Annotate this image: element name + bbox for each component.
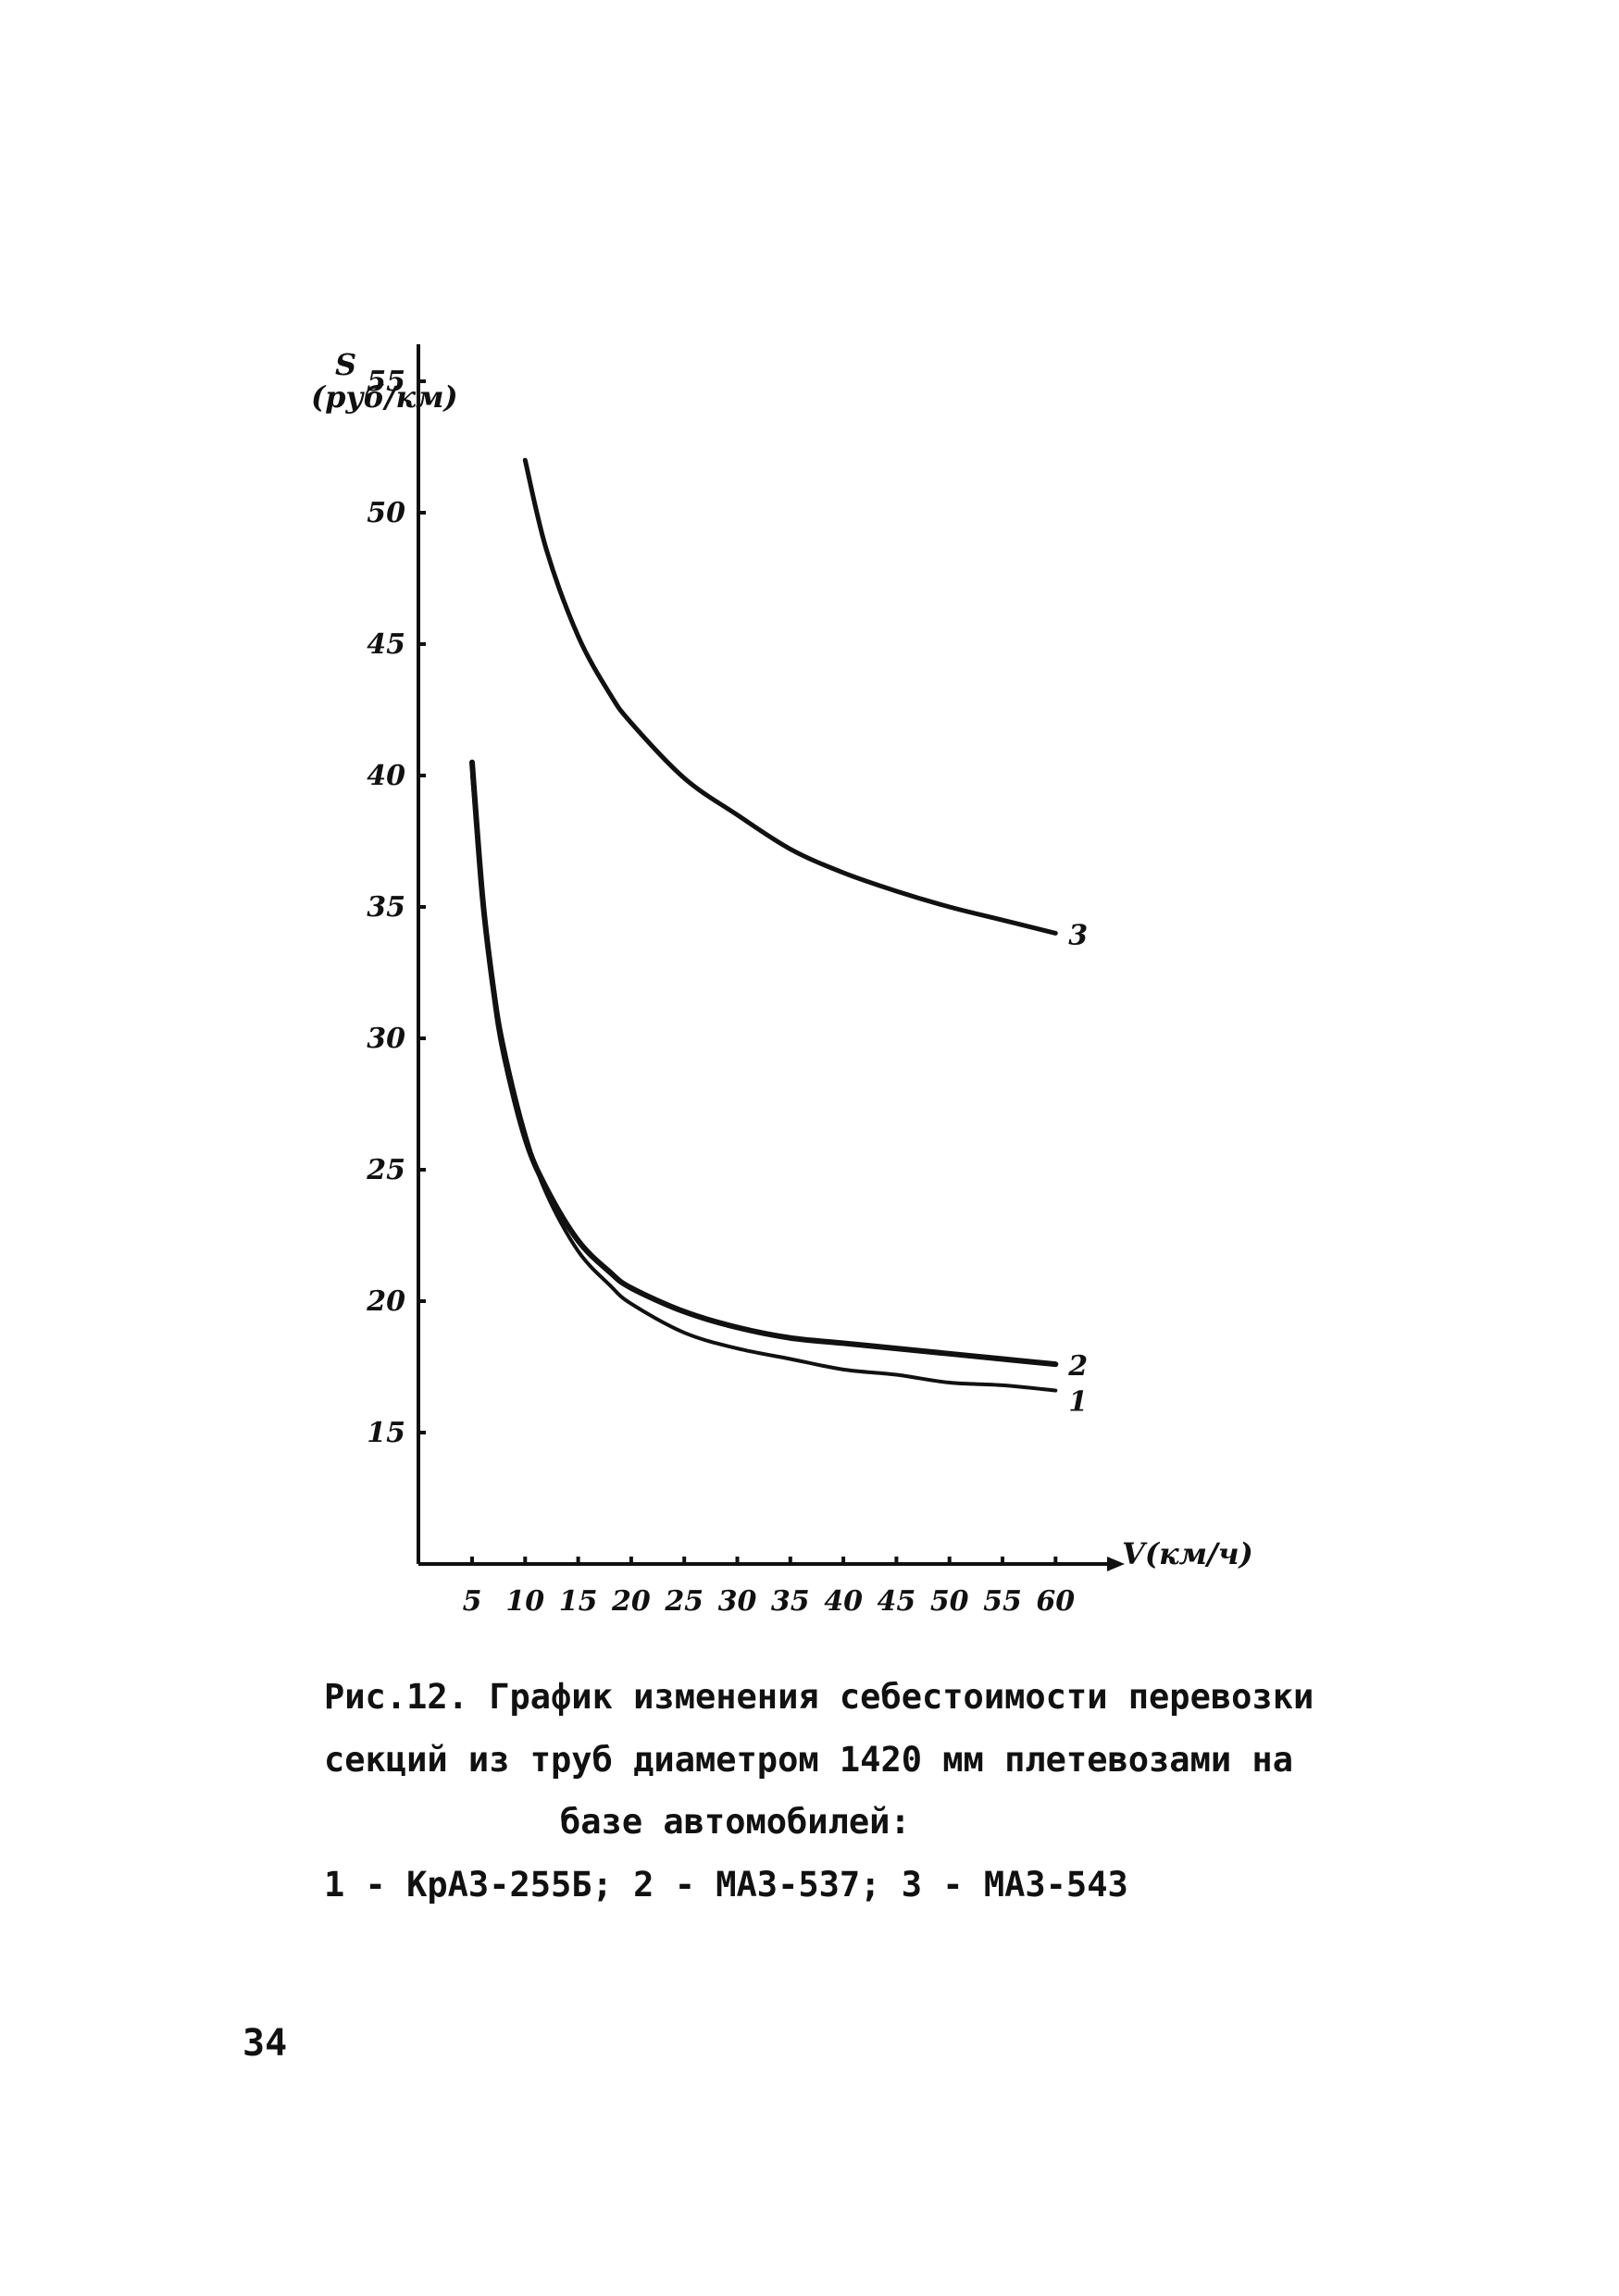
x-tick-label: 60 (1036, 1585, 1075, 1618)
series-group: 12 3 (469, 457, 1088, 1419)
y-tick-label: 30 (367, 1023, 405, 1055)
series-line-3 (522, 457, 1058, 936)
x-tick-label: 20 (611, 1585, 651, 1618)
series-label-1: 1 (1068, 1386, 1088, 1419)
y-tick-label: 15 (367, 1417, 405, 1449)
caption-line-1: Рис.12. График изменения себестоимости п… (324, 1677, 1314, 1717)
series-label-3: 3 (1068, 919, 1088, 951)
x-ticks: 5 10 15 20 25 30 35 40 45 50 55 60 (463, 1557, 1075, 1618)
axis-labels: S (руб/км) V(км/ч) (311, 347, 1253, 1571)
page-number: 34 (243, 2022, 288, 2065)
y-axis-unit: (руб/км) (311, 379, 458, 415)
y-tick-label: 25 (366, 1154, 405, 1186)
x-axis-arrow-icon (1107, 1557, 1125, 1571)
y-axis-label: S (335, 347, 356, 382)
series-label-2: 2 (1067, 1350, 1088, 1383)
y-tick-label: 55 (367, 366, 405, 398)
x-tick-label: 35 (771, 1585, 810, 1618)
caption-line-3: базе автомобилей: (560, 1802, 911, 1842)
x-tick-label: 5 (463, 1585, 482, 1618)
x-tick-label: 50 (930, 1585, 969, 1618)
y-tick-label: 40 (367, 760, 405, 792)
series-line-1 (470, 774, 1058, 1393)
x-tick-label: 10 (505, 1585, 544, 1618)
caption-line-2: секций из труб диаметром 1420 мм плетево… (324, 1740, 1293, 1780)
y-tick-label: 35 (367, 891, 405, 924)
series-line-2 (469, 759, 1059, 1368)
y-ticks: 15 20 25 30 35 40 45 50 55 (366, 366, 426, 1449)
y-tick-label: 20 (366, 1285, 405, 1318)
x-tick-label: 25 (664, 1585, 704, 1618)
y-tick-label: 50 (367, 497, 405, 529)
caption-line-4: 1 - КрАЗ-255Б; 2 - МАЗ-537; 3 - МАЗ-543 (324, 1865, 1128, 1905)
x-tick-label: 45 (878, 1585, 916, 1618)
x-tick-label: 55 (983, 1585, 1022, 1618)
x-tick-label: 15 (559, 1585, 598, 1618)
x-axis-label: V(км/ч) (1122, 1536, 1253, 1571)
y-tick-label: 45 (367, 628, 405, 661)
x-tick-label: 30 (718, 1585, 757, 1618)
x-tick-label: 40 (824, 1585, 863, 1618)
